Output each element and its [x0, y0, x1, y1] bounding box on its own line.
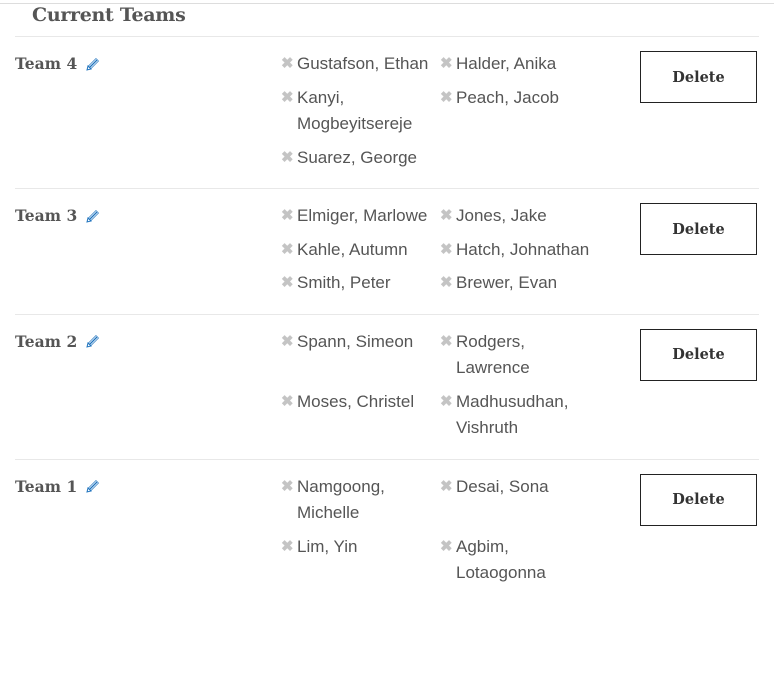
member-list: ✖ Spann, Simeon ✖ Rodgers, Lawrence ✖ Mo… [281, 329, 599, 442]
member-name: Brewer, Evan [456, 273, 558, 292]
delete-team-button[interactable]: Delete [640, 328, 757, 381]
team-name: Team 1 [15, 477, 101, 496]
member-list: ✖ Gustafson, Ethan ✖ Halder, Anika ✖ Kan… [281, 51, 599, 171]
remove-member-icon[interactable]: ✖ [281, 477, 294, 495]
page-title: Current Teams [32, 4, 186, 26]
team-name: Team 3 [15, 206, 101, 225]
member-item: ✖ Elmiger, Marlowe [281, 203, 440, 230]
team-name-label: Team 1 [15, 476, 78, 496]
team-name-label: Team 4 [15, 54, 78, 73]
delete-team-button[interactable]: Delete [640, 203, 757, 255]
member-item: ✖ Kahle, Autumn [281, 237, 440, 264]
edit-pencil-icon[interactable] [85, 56, 101, 72]
remove-member-icon[interactable]: ✖ [281, 537, 294, 555]
remove-member-icon[interactable]: ✖ [281, 207, 294, 224]
remove-member-icon[interactable]: ✖ [440, 55, 453, 72]
member-name: Lim, Yin [297, 536, 358, 556]
team-name-label: Team 3 [15, 206, 78, 225]
remove-member-icon[interactable]: ✖ [281, 274, 294, 291]
member-list: ✖ Elmiger, Marlowe ✖ Jones, Jake ✖ Kahle… [281, 203, 599, 297]
member-name: Madhusudhan, Vishruth [456, 391, 569, 438]
member-item: ✖ Gustafson, Ethan [281, 51, 440, 78]
member-name: Agbim, Lotaogonna [456, 536, 546, 583]
member-item: ✖ Desai, Sona [440, 474, 599, 527]
remove-member-icon[interactable]: ✖ [281, 332, 294, 350]
remove-member-icon[interactable]: ✖ [440, 477, 453, 495]
member-item: ✖ Hatch, Johnathan [440, 237, 599, 264]
member-item: ✖ Rodgers, Lawrence [440, 329, 599, 382]
member-list: ✖ Namgoong, Michelle ✖ Desai, Sona ✖ Lim… [281, 474, 599, 587]
member-name: Spann, Simeon [297, 331, 414, 351]
member-name: Jones, Jake [456, 206, 547, 225]
member-name: Elmiger, Marlowe [297, 206, 428, 225]
remove-member-icon[interactable]: ✖ [440, 240, 453, 258]
member-name: Peach, Jacob [456, 87, 560, 107]
edit-pencil-icon[interactable] [85, 478, 101, 494]
team-name-label: Team 2 [15, 331, 78, 351]
member-item: ✖ Namgoong, Michelle [281, 474, 440, 527]
remove-member-icon[interactable]: ✖ [440, 207, 453, 224]
remove-member-icon[interactable]: ✖ [440, 274, 453, 291]
top-divider [0, 3, 774, 4]
member-item: ✖ Agbim, Lotaogonna [440, 534, 599, 587]
team-list: Team 4 ✖ Gustafson, Ethan ✖ Halder, Anik… [15, 36, 759, 604]
delete-team-button[interactable]: Delete [640, 51, 757, 103]
member-item: ✖ Jones, Jake [440, 203, 599, 230]
member-name: Suarez, George [297, 147, 418, 167]
member-item: ✖ Madhusudhan, Vishruth [440, 389, 599, 442]
remove-member-icon[interactable]: ✖ [281, 148, 294, 166]
team-name: Team 2 [15, 332, 101, 351]
team-row: Team 1 ✖ Namgoong, Michelle ✖ Desai, Son… [15, 458, 759, 604]
remove-member-icon[interactable]: ✖ [440, 332, 453, 350]
remove-member-icon[interactable]: ✖ [281, 240, 294, 258]
member-name: Hatch, Johnathan [456, 239, 590, 259]
remove-member-icon[interactable]: ✖ [440, 88, 453, 106]
member-item: ✖ Kanyi, Mogbeyitsereje [281, 85, 440, 138]
remove-member-icon[interactable]: ✖ [281, 392, 294, 410]
member-item: ✖ Spann, Simeon [281, 329, 440, 382]
member-name: Namgoong, Michelle [297, 476, 385, 523]
member-name: Desai, Sona [456, 476, 549, 496]
member-name: Rodgers, Lawrence [456, 331, 530, 378]
member-name: Halder, Anika [456, 54, 557, 73]
remove-member-icon[interactable]: ✖ [440, 537, 453, 555]
remove-member-icon[interactable]: ✖ [281, 88, 294, 106]
member-item: ✖ Brewer, Evan [440, 270, 599, 297]
edit-pencil-icon[interactable] [85, 333, 101, 349]
member-item: ✖ Halder, Anika [440, 51, 599, 78]
team-name: Team 4 [15, 54, 101, 73]
member-name: Smith, Peter [297, 273, 391, 292]
member-name: Moses, Christel [297, 391, 415, 411]
delete-team-button[interactable]: Delete [640, 473, 757, 526]
member-name: Kahle, Autumn [297, 239, 408, 259]
member-item: ✖ Smith, Peter [281, 270, 440, 297]
remove-member-icon[interactable]: ✖ [281, 55, 294, 72]
member-name: Kanyi, Mogbeyitsereje [297, 87, 413, 134]
team-row: Team 3 ✖ Elmiger, Marlowe ✖ Jones, Jake … [15, 188, 759, 314]
team-row: Team 2 ✖ Spann, Simeon ✖ Rodgers, Lawren… [15, 313, 759, 459]
member-item: ✖ Peach, Jacob [440, 85, 599, 138]
member-item: ✖ Moses, Christel [281, 389, 440, 442]
remove-member-icon[interactable]: ✖ [440, 392, 453, 410]
member-item: ✖ Suarez, George [281, 145, 440, 172]
team-row: Team 4 ✖ Gustafson, Ethan ✖ Halder, Anik… [15, 36, 759, 188]
member-item: ✖ Lim, Yin [281, 534, 440, 587]
member-name: Gustafson, Ethan [297, 54, 429, 73]
edit-pencil-icon[interactable] [85, 208, 101, 224]
